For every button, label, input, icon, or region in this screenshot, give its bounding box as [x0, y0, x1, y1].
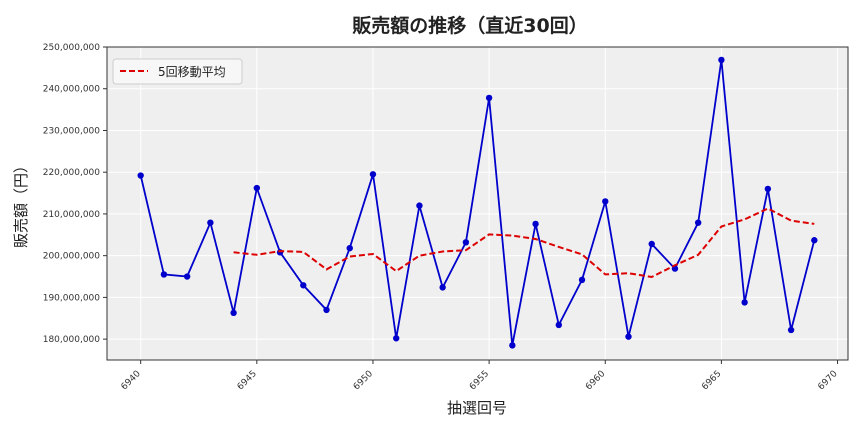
axes — [106, 46, 849, 361]
data-point — [276, 249, 284, 256]
data-point — [811, 237, 818, 244]
data-point — [323, 306, 330, 314]
data-point — [648, 240, 655, 248]
legend-moving-average-label: 5回移動平均 — [158, 65, 226, 79]
y-tick-label: 250,000,000 — [43, 43, 101, 53]
data-point — [439, 284, 446, 291]
data-point — [741, 299, 748, 306]
data-point — [416, 202, 423, 209]
plot-frame — [106, 46, 849, 361]
data-point — [625, 333, 632, 340]
y-tick-label: 210,000,000 — [43, 210, 101, 220]
data-point — [462, 239, 470, 246]
data-point — [509, 342, 516, 349]
data-point — [346, 244, 353, 252]
data-point — [369, 171, 377, 178]
data-point — [718, 56, 725, 64]
x-tick-label: 6970 — [816, 369, 839, 392]
y-tick-label: 240,000,000 — [43, 85, 101, 95]
y-tick-label: 200,000,000 — [43, 252, 101, 262]
y-axis-ticks: 180,000,000 190,000,000 200,000,000 210,000… — [43, 43, 107, 345]
data-point — [160, 271, 168, 278]
data-point — [578, 276, 586, 284]
data-point — [230, 309, 237, 317]
x-tick-label: 6960 — [584, 369, 607, 392]
x-tick-label: 6965 — [700, 369, 723, 392]
x-tick-label: 6945 — [236, 369, 259, 392]
y-tick-label: 180,000,000 — [43, 335, 101, 345]
data-point — [532, 220, 539, 228]
data-point — [300, 282, 307, 289]
legend-box — [112, 58, 243, 85]
y-tick-label: 220,000,000 — [43, 168, 101, 178]
series-group — [137, 56, 818, 349]
x-tick-label: 6955 — [468, 369, 491, 392]
data-point — [555, 321, 563, 329]
data-point — [137, 172, 144, 179]
data-point — [392, 335, 400, 342]
x-axis-label: 抽選回号 — [447, 399, 507, 417]
x-tick-label: 6940 — [120, 369, 143, 392]
x-tick-label: 6950 — [352, 369, 375, 392]
plot-area — [107, 47, 848, 360]
chart-title: 販売額の推移（直近30回） — [352, 14, 587, 37]
data-point — [183, 273, 191, 280]
data-point — [764, 185, 772, 193]
data-point — [253, 184, 261, 192]
x-axis-ticks: 6940 6945 6950 6955 6960 6965 6970 — [120, 360, 840, 392]
y-tick-label: 190,000,000 — [43, 293, 101, 303]
data-point — [602, 198, 609, 205]
data-point — [485, 94, 493, 102]
series-line-1 — [233, 207, 815, 279]
y-tick-label: 230,000,000 — [43, 126, 101, 136]
series-line-0 — [139, 59, 816, 346]
data-point — [207, 219, 214, 226]
legend: 5回移動平均 — [112, 58, 243, 85]
data-point — [694, 219, 702, 226]
y-axis-label: 販売額（円） — [12, 158, 30, 248]
data-point — [787, 326, 795, 334]
